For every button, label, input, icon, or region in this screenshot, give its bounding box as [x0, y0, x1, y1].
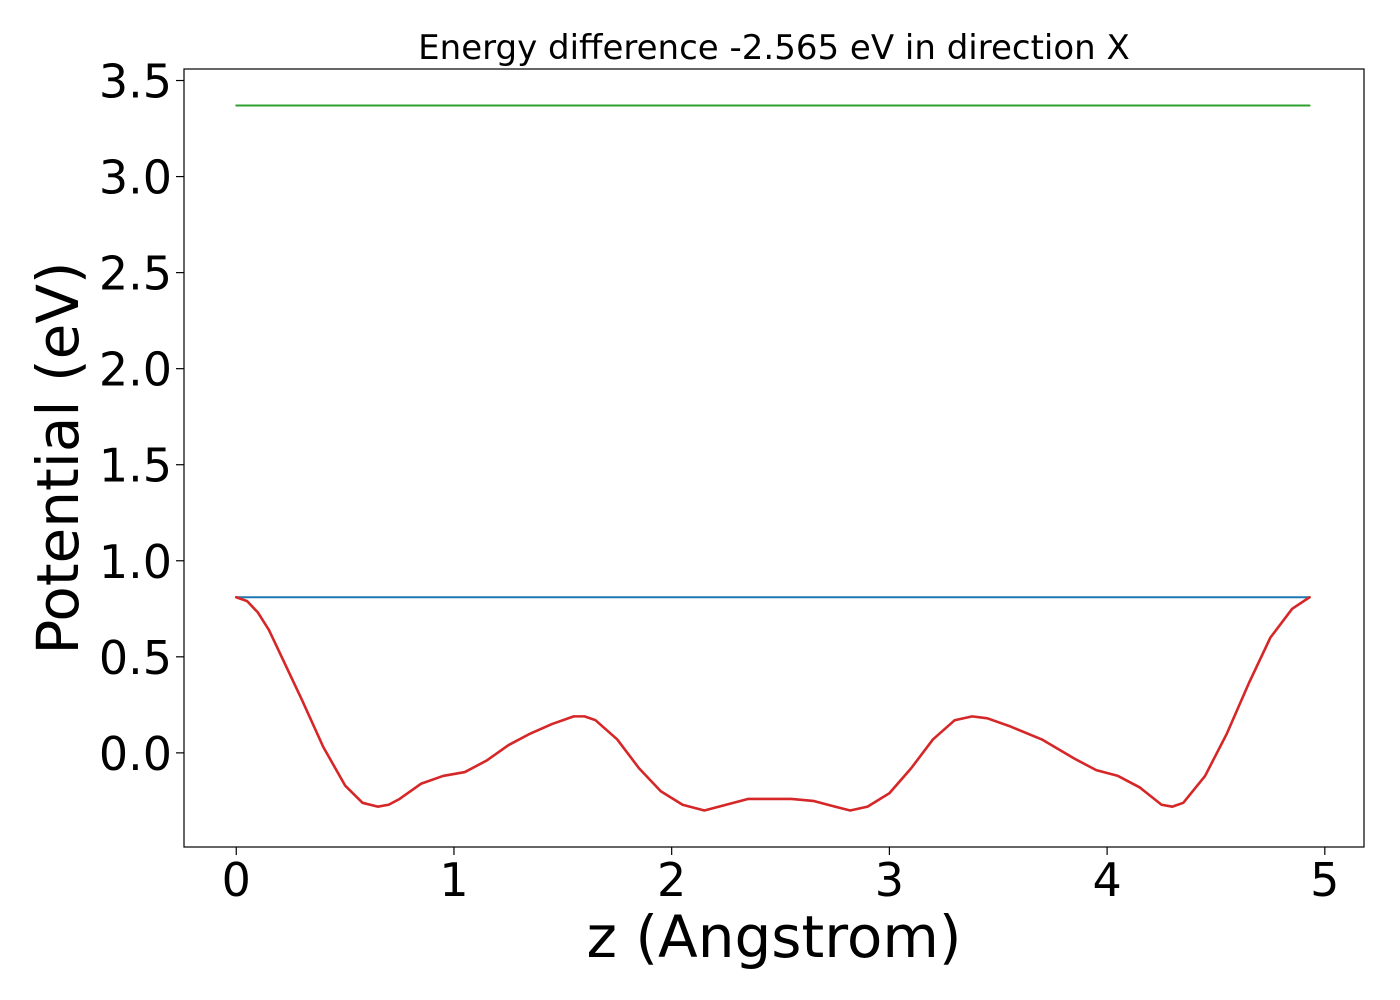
y-axis-label: Potential (eV)	[24, 261, 92, 654]
x-tick-label: 2	[657, 853, 686, 907]
plot-frame	[183, 68, 1365, 848]
x-axis: 0 1 2 3 4 5	[222, 847, 1339, 907]
x-axis-label: z (Angstrom)	[587, 903, 962, 971]
potential-curve-line	[234, 595, 1311, 812]
y-tick-label: 3.5	[99, 55, 172, 109]
x-tick-label: 5	[1310, 853, 1339, 907]
x-tick-label: 0	[222, 853, 251, 907]
y-tick-label: 2.5	[99, 247, 172, 301]
x-tick-label: 1	[439, 853, 468, 907]
chart-title: Energy difference -2.565 eV in direction…	[418, 28, 1130, 68]
x-tick-label: 3	[875, 853, 904, 907]
y-tick-label: 1.5	[99, 439, 172, 493]
y-tick-label: 0.5	[99, 631, 172, 685]
series-layer	[234, 104, 1311, 812]
y-tick-label: 3.0	[99, 151, 172, 205]
y-axis: 0.0 0.5 1.0 1.5 2.0 2.5 3.0 3.5	[99, 55, 184, 781]
y-tick-label: 0.0	[99, 727, 172, 781]
y-tick-label: 1.0	[99, 535, 172, 589]
y-tick-label: 2.0	[99, 343, 172, 397]
x-tick-label: 4	[1092, 853, 1121, 907]
